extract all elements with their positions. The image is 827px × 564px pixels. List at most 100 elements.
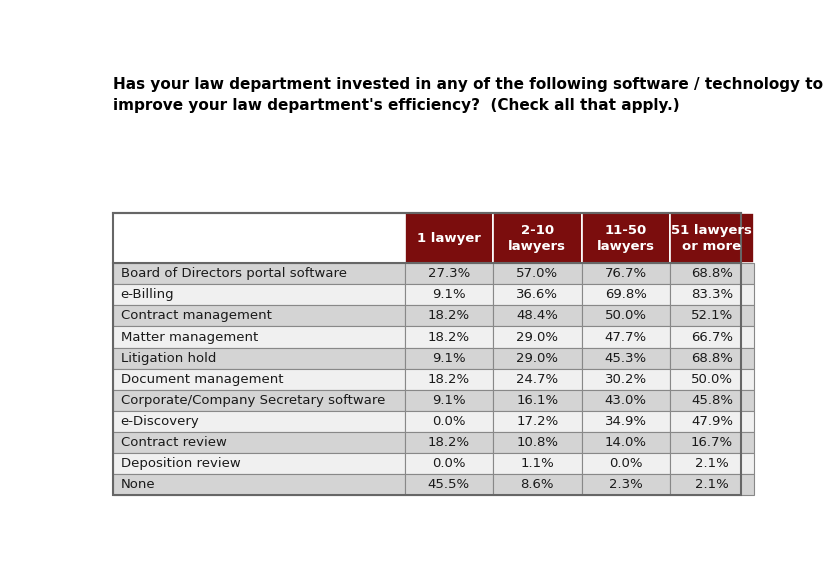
Text: 83.3%: 83.3%	[691, 288, 733, 301]
Text: Litigation hold: Litigation hold	[121, 352, 216, 365]
Bar	[670, 263, 754, 284]
Bar	[404, 369, 493, 390]
Bar	[670, 390, 754, 411]
Text: 10.8%: 10.8%	[516, 436, 558, 449]
Bar	[113, 347, 404, 369]
Bar	[113, 432, 404, 453]
Text: 51 lawyers
or more: 51 lawyers or more	[672, 224, 753, 253]
Text: 30.2%: 30.2%	[605, 373, 647, 386]
Text: 16.1%: 16.1%	[516, 394, 558, 407]
Text: 2-10
lawyers: 2-10 lawyers	[509, 224, 566, 253]
Bar	[404, 411, 493, 432]
Text: Document management: Document management	[121, 373, 283, 386]
Bar	[113, 369, 404, 390]
Text: 17.2%: 17.2%	[516, 415, 558, 428]
Text: 57.0%: 57.0%	[516, 267, 558, 280]
Bar	[404, 474, 493, 495]
Text: 9.1%: 9.1%	[432, 352, 466, 365]
Text: Board of Directors portal software: Board of Directors portal software	[121, 267, 347, 280]
Text: 47.7%: 47.7%	[605, 331, 647, 343]
Text: 68.8%: 68.8%	[691, 352, 733, 365]
Bar	[670, 213, 754, 263]
Text: 45.3%: 45.3%	[605, 352, 647, 365]
Text: 24.7%: 24.7%	[516, 373, 558, 386]
Text: 0.0%: 0.0%	[432, 415, 466, 428]
Bar	[113, 390, 404, 411]
Text: Corporate/Company Secretary software: Corporate/Company Secretary software	[121, 394, 385, 407]
Bar	[113, 474, 404, 495]
Bar	[581, 390, 670, 411]
Text: Has your law department invested in any of the following software / technology t: Has your law department invested in any …	[113, 77, 823, 113]
Bar	[670, 305, 754, 327]
Text: 50.0%: 50.0%	[605, 310, 647, 323]
Bar	[404, 284, 493, 305]
Text: Contract review: Contract review	[121, 436, 227, 449]
Text: 0.0%: 0.0%	[432, 457, 466, 470]
Text: 18.2%: 18.2%	[428, 310, 470, 323]
Text: None: None	[121, 478, 155, 491]
Bar	[113, 305, 404, 327]
Text: 76.7%: 76.7%	[605, 267, 647, 280]
Bar	[493, 453, 581, 474]
Text: 8.6%: 8.6%	[520, 478, 554, 491]
Bar	[404, 305, 493, 327]
Bar	[581, 453, 670, 474]
Bar	[670, 411, 754, 432]
Bar	[670, 369, 754, 390]
Text: 27.3%: 27.3%	[428, 267, 470, 280]
Text: e-Billing: e-Billing	[121, 288, 174, 301]
Bar	[581, 347, 670, 369]
Text: 34.9%: 34.9%	[605, 415, 647, 428]
Text: 29.0%: 29.0%	[516, 331, 558, 343]
Text: 69.8%: 69.8%	[605, 288, 647, 301]
Bar	[404, 453, 493, 474]
Bar	[493, 263, 581, 284]
Bar	[493, 474, 581, 495]
Text: 18.2%: 18.2%	[428, 436, 470, 449]
Text: Deposition review: Deposition review	[121, 457, 241, 470]
Text: 36.6%: 36.6%	[516, 288, 558, 301]
Bar	[113, 453, 404, 474]
Text: 47.9%: 47.9%	[691, 415, 733, 428]
Bar	[493, 390, 581, 411]
Bar	[670, 474, 754, 495]
Text: e-Discovery: e-Discovery	[121, 415, 199, 428]
Text: 11-50
lawyers: 11-50 lawyers	[597, 224, 655, 253]
Text: Matter management: Matter management	[121, 331, 258, 343]
Text: 2.3%: 2.3%	[609, 478, 643, 491]
Bar	[404, 390, 493, 411]
Bar	[113, 327, 404, 347]
Text: 9.1%: 9.1%	[432, 288, 466, 301]
Bar	[581, 284, 670, 305]
Text: 0.0%: 0.0%	[609, 457, 643, 470]
Bar	[493, 347, 581, 369]
Bar	[113, 213, 404, 263]
Bar	[404, 327, 493, 347]
Text: 2.1%: 2.1%	[695, 478, 729, 491]
Bar	[670, 453, 754, 474]
Bar	[581, 327, 670, 347]
Bar	[404, 263, 493, 284]
Text: 1 lawyer: 1 lawyer	[417, 232, 480, 245]
Bar	[581, 369, 670, 390]
Bar	[113, 411, 404, 432]
Text: 14.0%: 14.0%	[605, 436, 647, 449]
Text: 18.2%: 18.2%	[428, 331, 470, 343]
Text: 45.5%: 45.5%	[428, 478, 470, 491]
Bar	[493, 213, 581, 263]
Bar	[581, 411, 670, 432]
Text: 1.1%: 1.1%	[520, 457, 554, 470]
Text: Contract management: Contract management	[121, 310, 271, 323]
Text: 66.7%: 66.7%	[691, 331, 733, 343]
Bar	[670, 284, 754, 305]
Text: 29.0%: 29.0%	[516, 352, 558, 365]
Text: 18.2%: 18.2%	[428, 373, 470, 386]
Bar	[581, 432, 670, 453]
Bar	[670, 327, 754, 347]
Bar	[581, 305, 670, 327]
Text: 68.8%: 68.8%	[691, 267, 733, 280]
Bar	[670, 347, 754, 369]
Text: 52.1%: 52.1%	[691, 310, 733, 323]
Text: 45.8%: 45.8%	[691, 394, 733, 407]
Text: 9.1%: 9.1%	[432, 394, 466, 407]
